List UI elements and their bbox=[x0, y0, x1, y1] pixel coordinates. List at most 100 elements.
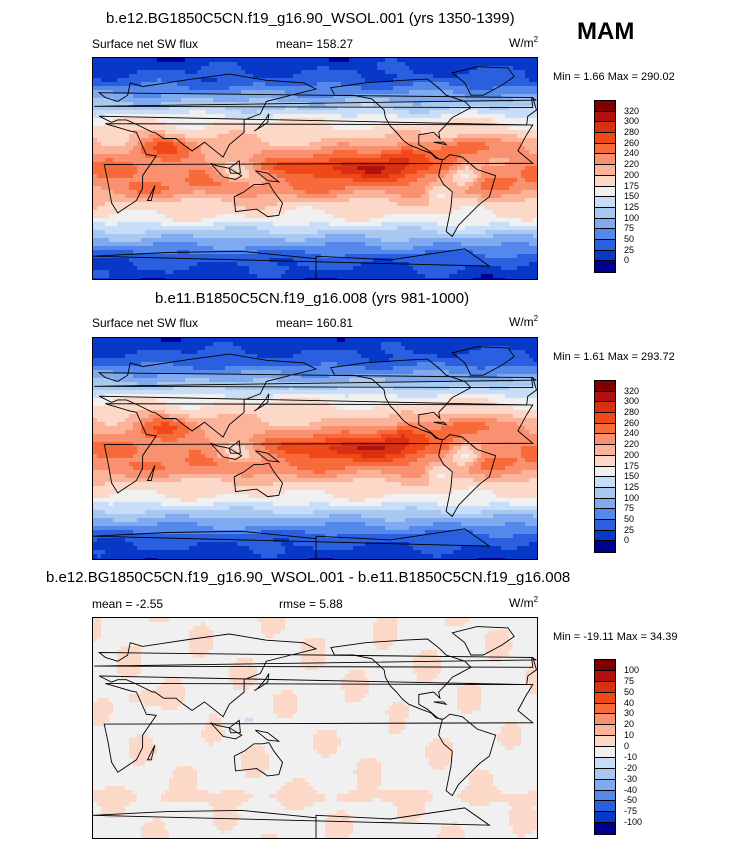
field-cell bbox=[129, 138, 134, 143]
field-cell bbox=[525, 126, 530, 131]
field-cell bbox=[465, 222, 470, 227]
field-cell bbox=[409, 150, 414, 155]
field-cell bbox=[309, 194, 314, 199]
field-cell bbox=[169, 186, 174, 191]
field-cell bbox=[113, 118, 118, 123]
field-cell bbox=[173, 114, 178, 119]
field-cell bbox=[129, 226, 134, 231]
field-cell bbox=[421, 102, 426, 107]
field-cell bbox=[233, 94, 238, 99]
field-cell bbox=[209, 82, 214, 87]
field-cell bbox=[457, 146, 462, 151]
field-cell bbox=[381, 154, 386, 159]
field-cell bbox=[321, 198, 326, 203]
field-cell bbox=[293, 170, 298, 175]
field-cell bbox=[285, 186, 290, 191]
field-cell bbox=[141, 206, 146, 211]
field-cell bbox=[477, 226, 482, 231]
field-cell bbox=[445, 74, 450, 79]
field-cell bbox=[485, 210, 490, 215]
field-cell bbox=[329, 138, 334, 143]
field-cell bbox=[313, 226, 318, 231]
field-cell bbox=[509, 170, 514, 175]
field-cell bbox=[345, 98, 350, 103]
field-cell bbox=[93, 206, 98, 211]
field-cell bbox=[373, 186, 378, 191]
field-cell bbox=[525, 130, 530, 135]
field-cell bbox=[417, 110, 422, 115]
field-cell bbox=[337, 210, 342, 215]
field-cell bbox=[209, 198, 214, 203]
field-cell bbox=[109, 106, 114, 111]
field-cell bbox=[253, 210, 258, 215]
field-cell bbox=[217, 178, 222, 183]
field-cell bbox=[337, 86, 342, 91]
field-cell bbox=[97, 214, 102, 219]
field-cell bbox=[161, 138, 166, 143]
field-cell bbox=[285, 58, 290, 63]
field-cell bbox=[477, 142, 482, 147]
field-cell bbox=[401, 74, 406, 79]
field-cell bbox=[101, 142, 106, 147]
field-cell bbox=[213, 206, 218, 211]
field-cell bbox=[409, 158, 414, 163]
field-cell bbox=[217, 114, 222, 119]
field-cell bbox=[173, 150, 178, 155]
field-cell bbox=[497, 218, 502, 223]
field-cell bbox=[185, 234, 190, 239]
field-cell bbox=[105, 170, 110, 175]
field-cell bbox=[265, 206, 270, 211]
field-cell bbox=[433, 210, 438, 215]
field-cell bbox=[185, 90, 190, 95]
field-cell bbox=[233, 174, 238, 179]
field-cell bbox=[97, 62, 102, 67]
field-cell bbox=[169, 74, 174, 79]
field-cell bbox=[429, 202, 434, 207]
field-cell bbox=[465, 154, 470, 159]
field-cell bbox=[489, 166, 494, 171]
field-cell bbox=[109, 226, 114, 231]
field-cell bbox=[285, 90, 290, 95]
field-cell bbox=[261, 210, 266, 215]
field-cell bbox=[417, 158, 422, 163]
field-cell bbox=[177, 146, 182, 151]
field-cell bbox=[229, 142, 234, 147]
field-cell bbox=[341, 182, 346, 187]
field-cell bbox=[381, 58, 386, 63]
field-cell bbox=[101, 146, 106, 151]
field-cell bbox=[317, 94, 322, 99]
field-cell bbox=[189, 70, 194, 75]
field-cell bbox=[169, 126, 174, 131]
field-cell bbox=[157, 210, 162, 215]
field-cell bbox=[385, 158, 390, 163]
field-cell bbox=[489, 198, 494, 203]
field-cell bbox=[321, 214, 326, 219]
field-cell bbox=[537, 66, 538, 70]
field-cell bbox=[269, 78, 274, 83]
field-cell bbox=[337, 194, 342, 199]
field-cell bbox=[221, 94, 226, 99]
field-cell bbox=[257, 158, 262, 163]
field-cell bbox=[513, 134, 518, 139]
field-cell bbox=[361, 142, 366, 147]
field-cell bbox=[445, 62, 450, 67]
field-cell bbox=[193, 186, 198, 191]
field-cell bbox=[493, 70, 498, 75]
field-cell bbox=[297, 102, 302, 107]
field-cell bbox=[209, 174, 214, 179]
field-cell bbox=[329, 230, 334, 235]
field-cell bbox=[257, 174, 262, 179]
field-cell bbox=[361, 230, 366, 235]
field-cell bbox=[297, 166, 302, 171]
field-cell bbox=[493, 158, 498, 163]
field-cell bbox=[389, 146, 394, 151]
field-cell bbox=[141, 186, 146, 191]
field-cell bbox=[153, 230, 158, 235]
field-cell bbox=[93, 178, 98, 183]
field-cell bbox=[221, 138, 226, 143]
field-cell bbox=[409, 70, 414, 75]
field-cell bbox=[129, 142, 134, 147]
field-cell bbox=[273, 146, 278, 151]
field-cell bbox=[321, 218, 326, 223]
field-cell bbox=[429, 222, 434, 227]
